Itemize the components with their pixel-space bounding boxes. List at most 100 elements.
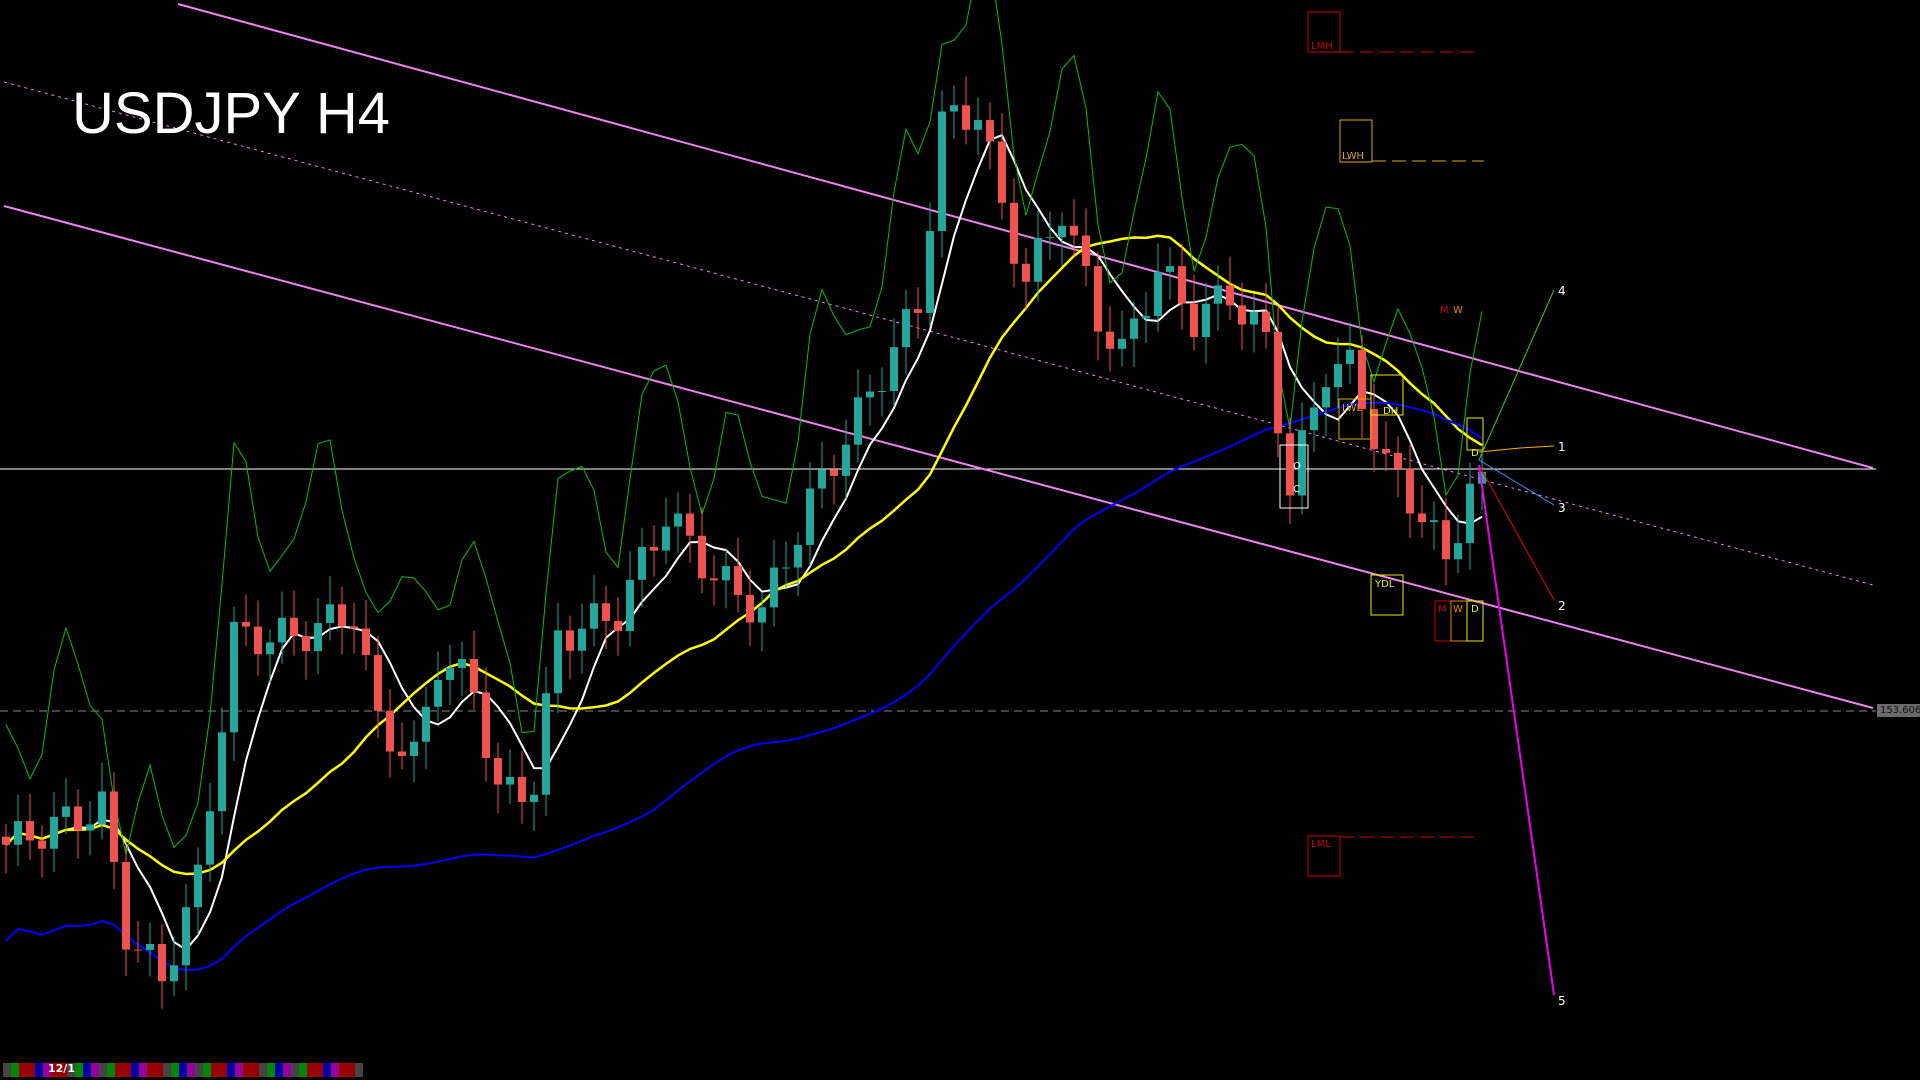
lmh-box (1307, 11, 1341, 53)
session-block (155, 1063, 163, 1077)
candle (50, 791, 58, 872)
session-strip (3, 1063, 363, 1077)
candle (1178, 244, 1186, 330)
session-block (187, 1063, 195, 1077)
session-block (51, 1063, 59, 1077)
candle (782, 541, 790, 590)
session-block (123, 1063, 131, 1077)
candle (470, 630, 478, 710)
candle (1190, 274, 1198, 351)
candle (1082, 208, 1090, 287)
session-block (107, 1063, 115, 1077)
session-block (259, 1063, 267, 1077)
channel-middle-line[interactable] (3, 81, 1874, 586)
session-block (115, 1063, 123, 1077)
candle (1358, 335, 1366, 438)
candle (458, 641, 466, 697)
candle (1202, 282, 1210, 364)
candle (818, 442, 826, 509)
session-block (219, 1063, 227, 1077)
candle (1394, 436, 1402, 498)
moving-averages (5, 0, 1483, 972)
lwl-box (1338, 398, 1372, 440)
candle (446, 644, 454, 705)
candle (362, 599, 370, 671)
session-block (243, 1063, 251, 1077)
d-label: D (1471, 448, 1479, 459)
session-block (3, 1063, 11, 1077)
candle (1370, 383, 1378, 472)
candle (386, 689, 394, 778)
c-label: C (1293, 484, 1300, 495)
candle (434, 651, 442, 722)
session-block (323, 1063, 331, 1077)
candle (62, 778, 70, 835)
projection-lines: 1 2 3 4 5 (1478, 284, 1566, 1008)
session-block (99, 1063, 107, 1077)
candle (230, 606, 238, 761)
session-block (283, 1063, 291, 1077)
session-block (275, 1063, 283, 1077)
ydl-box (1370, 574, 1404, 616)
oscillator-line (5, 0, 1483, 855)
candle (86, 801, 94, 856)
candle (266, 629, 274, 684)
session-block (131, 1063, 139, 1077)
session-block (59, 1063, 67, 1077)
candle (806, 462, 814, 567)
candle (962, 76, 970, 145)
candle (950, 85, 958, 139)
candle (374, 635, 382, 739)
projection-2: 2 (1558, 599, 1566, 613)
candle (1010, 178, 1018, 288)
candle (626, 551, 634, 647)
candle (566, 615, 574, 680)
candle (854, 369, 862, 463)
candle (170, 936, 178, 997)
dh-box (1370, 374, 1404, 416)
candle (350, 602, 358, 654)
candle (326, 576, 334, 641)
candle (1094, 251, 1102, 361)
candle (1442, 498, 1450, 586)
candle (1286, 417, 1294, 524)
oc-box (1279, 444, 1309, 509)
candle (614, 597, 622, 656)
candle (1346, 322, 1354, 385)
channel-upper-line[interactable] (177, 3, 1874, 469)
candle (1154, 243, 1162, 332)
candle (674, 492, 682, 554)
session-block (299, 1063, 307, 1077)
candle (710, 555, 718, 606)
candle (1142, 292, 1150, 343)
session-block (171, 1063, 179, 1077)
candle (578, 603, 586, 674)
candle (926, 202, 934, 327)
candle (554, 603, 562, 713)
candle (1214, 265, 1222, 331)
candle (1226, 256, 1234, 320)
candle (974, 97, 982, 156)
lwh-label: LWH (1342, 151, 1364, 162)
candle (998, 113, 1006, 220)
candle (1046, 211, 1054, 260)
candle (758, 591, 766, 652)
candle (302, 621, 310, 680)
session-block (203, 1063, 211, 1077)
session-block (291, 1063, 299, 1077)
session-block (83, 1063, 91, 1077)
candle (590, 575, 598, 647)
candle (398, 722, 406, 770)
level-boxes: LMH LWH LML LWL DH YDL O C D M W D M W (1279, 11, 1484, 877)
projection-3: 3 (1558, 501, 1566, 515)
candle (1310, 381, 1318, 453)
session-block (235, 1063, 243, 1077)
ma-fast-line (5, 133, 1483, 951)
candle (146, 922, 154, 977)
ma-mid-line (5, 234, 1483, 876)
candle (110, 772, 118, 890)
session-block (139, 1063, 147, 1077)
candle (914, 287, 922, 339)
candle (842, 419, 850, 499)
